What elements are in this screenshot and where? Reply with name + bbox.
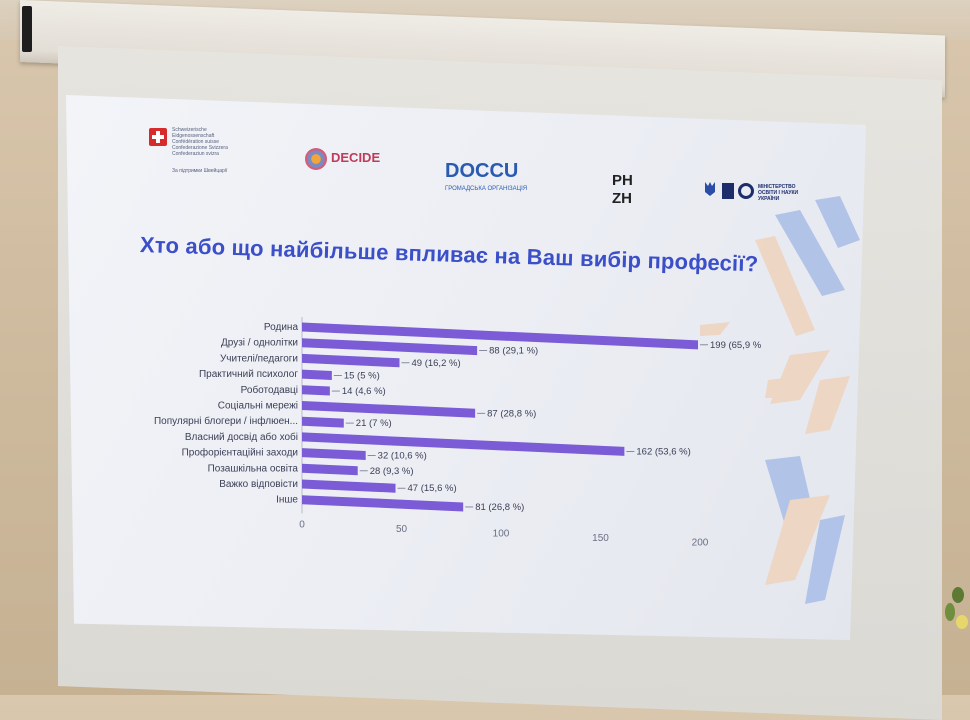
decide-logo-icon xyxy=(305,148,327,170)
swiss-line: Confédération suisse xyxy=(172,139,219,145)
swiss-line: Confederazione Svizzera xyxy=(172,145,228,151)
data-label: 88 (29,1 %) xyxy=(489,346,538,357)
plant-leaves xyxy=(945,587,968,629)
bar xyxy=(302,353,400,368)
data-label: 87 (28,8 %) xyxy=(487,408,536,419)
slide-decoration xyxy=(700,196,860,604)
category-label: Інше xyxy=(276,495,298,506)
deco-stripe xyxy=(775,210,845,296)
x-tick-label: 200 xyxy=(692,537,709,548)
category-label: Родина xyxy=(264,322,299,333)
phzh-logo-top: PH xyxy=(612,172,633,189)
bar xyxy=(302,385,330,396)
data-label: 49 (16,2 %) xyxy=(412,358,461,369)
ministry-logo-mark xyxy=(722,183,734,199)
ministry-logo-ring xyxy=(738,183,754,199)
deco-stripe xyxy=(805,515,845,604)
category-label: Практичний психолог xyxy=(199,369,298,380)
x-tick-label: 150 xyxy=(592,533,609,544)
deco-stripe xyxy=(805,376,850,434)
x-tick-label: 100 xyxy=(493,528,510,539)
category-label: Популярні блогери / інфлюен... xyxy=(154,415,298,427)
category-label: Профорієнтаційні заходи xyxy=(182,447,298,459)
deco-stripe xyxy=(770,350,830,404)
doccu-subtitle: ГРОМАДСЬКА ОРГАНІЗАЦІЯ xyxy=(445,186,528,192)
bar xyxy=(302,338,478,356)
data-label: 47 (15,6 %) xyxy=(408,483,457,494)
category-label: Соціальні мережі xyxy=(218,401,298,412)
category-label: Друзі / однолітки xyxy=(221,338,298,349)
bar xyxy=(302,369,332,380)
category-label: Роботодавці xyxy=(241,384,298,396)
swiss-logo-text: Schweizerische Eidgenossenschaft Confédé… xyxy=(172,127,242,157)
deco-stripe xyxy=(765,495,830,585)
data-label: 32 (10,6 %) xyxy=(378,450,427,461)
category-label: Важко відповісти xyxy=(219,479,298,490)
data-label: 81 (26,8 %) xyxy=(475,502,524,513)
data-label: 28 (9,3 %) xyxy=(370,466,414,477)
bar xyxy=(302,463,358,476)
bar xyxy=(302,495,464,512)
deco-stripe xyxy=(815,196,860,248)
bar-chart: Родина 199 (65,9 % Друзі / однолітки 88 (29… xyxy=(154,317,762,548)
x-tick-label: 50 xyxy=(396,524,408,535)
bar xyxy=(302,322,699,350)
left-mount-bracket xyxy=(22,6,32,52)
ukraine-trident-icon xyxy=(705,182,715,196)
bar xyxy=(302,479,396,493)
data-label: 21 (7 %) xyxy=(356,418,392,429)
data-label: 14 (4,6 %) xyxy=(342,386,386,397)
bar xyxy=(302,416,344,428)
bar xyxy=(302,448,366,460)
deco-stripe xyxy=(755,236,815,336)
category-label: Власний досвід або хобі xyxy=(185,431,298,443)
swiss-line: Confederaziun svizra xyxy=(172,151,219,157)
decide-logo-text: DECIDE xyxy=(331,150,381,165)
deco-stripe xyxy=(765,378,785,398)
doccu-logo-text: DOCCU xyxy=(445,160,519,182)
swiss-line: Schweizerische Eidgenossenschaft xyxy=(172,127,215,139)
phzh-logo-bottom: ZH xyxy=(612,190,632,207)
data-label: 162 (53,6 %) xyxy=(636,446,690,457)
swiss-flag-icon xyxy=(149,128,167,146)
data-label: 199 (65,9 % xyxy=(710,340,762,351)
data-label: 15 (5 %) xyxy=(344,370,380,381)
bar xyxy=(302,432,625,456)
swiss-support-text: За підтримки Швейцарії xyxy=(172,168,228,174)
x-tick-label: 0 xyxy=(299,519,305,530)
ministry-logo-text: МІНІСТЕРСТВО ОСВІТИ І НАУКИ УКРАЇНИ xyxy=(758,184,799,202)
category-label: Учителі/педагоги xyxy=(220,353,298,364)
deco-stripe xyxy=(700,322,730,336)
category-label: Позашкільна освіта xyxy=(208,463,299,474)
bar xyxy=(302,401,476,418)
